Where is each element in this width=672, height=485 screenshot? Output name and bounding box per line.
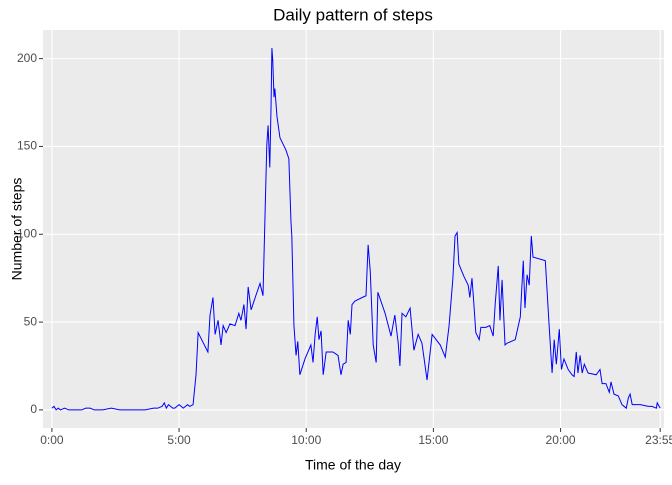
x-tick-label: 23:55 [645, 433, 672, 447]
x-tick-label: 5:00 [167, 433, 191, 447]
y-tick-label: 0 [30, 402, 37, 416]
x-tick-label: 0:00 [40, 433, 64, 447]
panel [43, 30, 664, 428]
x-axis-label: Time of the day [305, 457, 401, 473]
x-tick-label: 20:00 [546, 433, 576, 447]
y-tick-label: 150 [17, 139, 37, 153]
y-tick-label: 100 [17, 226, 37, 240]
y-axis-label: Number of steps [9, 178, 25, 281]
y-tick-label: 50 [24, 314, 38, 328]
x-tick-label: 15:00 [418, 433, 448, 447]
y-tick-label: 200 [17, 51, 37, 65]
chart-title: Daily pattern of steps [273, 5, 433, 24]
x-tick-label: 10:00 [291, 433, 321, 447]
data-line [51, 48, 661, 411]
